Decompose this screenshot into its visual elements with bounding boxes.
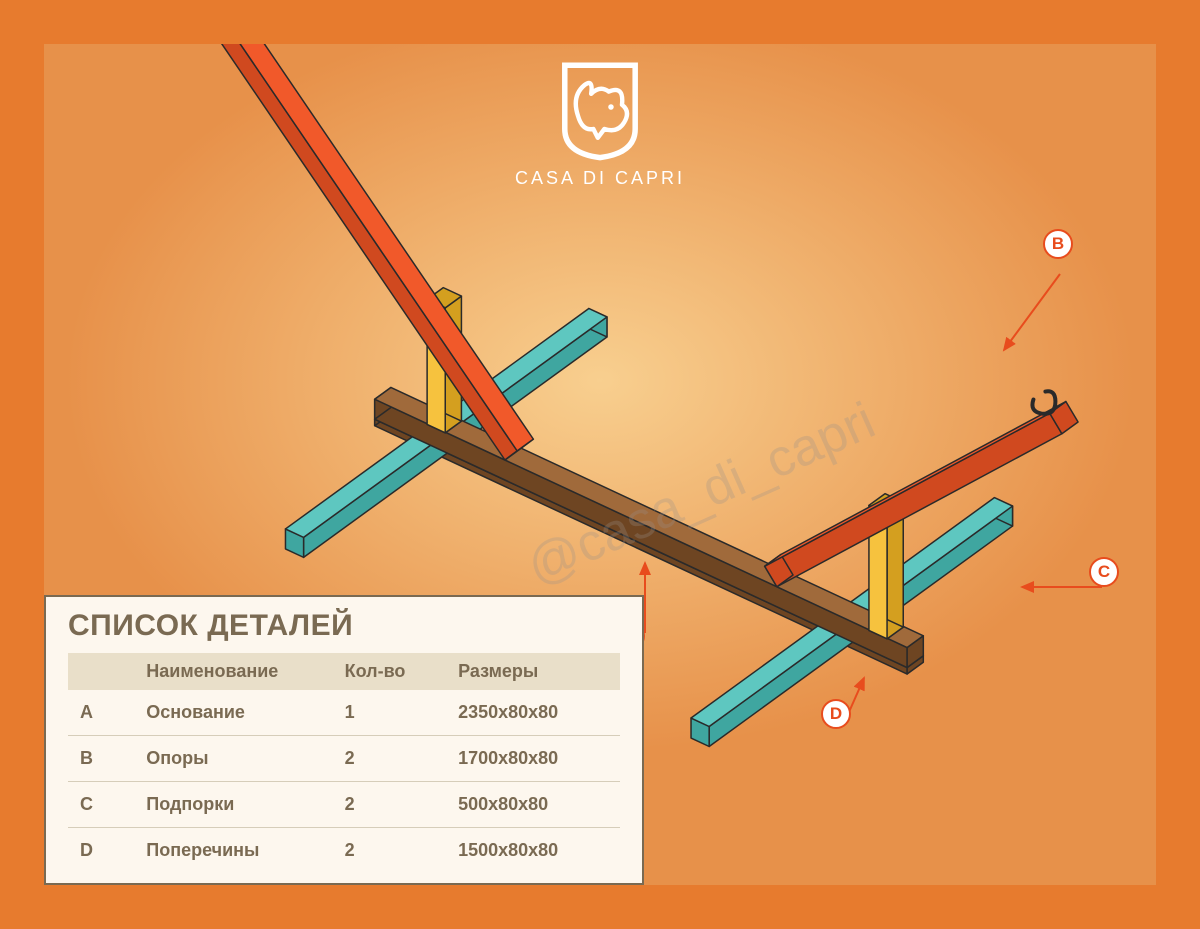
table-col-id [68,653,134,690]
cell-name: Подпорки [134,782,332,828]
cell-qty: 2 [333,736,446,782]
cell-id: A [68,690,134,736]
callout-label: B [1052,234,1064,253]
cell-id: C [68,782,134,828]
table-row: BОпоры21700x80x80 [68,736,620,782]
inner-panel: CASA DI CAPRI @casa_di_capri A B C D СПИ… [44,44,1156,885]
table-col-name: Наименование [134,653,332,690]
callout-badge-d: D [821,699,851,729]
cell-qty: 1 [333,690,446,736]
table-col-qty: Кол-во [333,653,446,690]
table-header-row: НаименованиеКол-воРазмеры [68,653,620,690]
table-row: CПодпорки2500x80x80 [68,782,620,828]
cell-dims: 2350x80x80 [446,690,620,736]
cell-name: Поперечины [134,828,332,874]
parts-table-panel: СПИСОК ДЕТАЛЕЙ НаименованиеКол-воРазмеры… [44,595,644,885]
cell-name: Основание [134,690,332,736]
parts-table-title: СПИСОК ДЕТАЛЕЙ [68,609,620,643]
cell-dims: 500x80x80 [446,782,620,828]
callout-label: D [830,704,842,723]
table-col-dims: Размеры [446,653,620,690]
cell-id: D [68,828,134,874]
callout-badge-b: B [1043,229,1073,259]
cell-name: Опоры [134,736,332,782]
cell-id: B [68,736,134,782]
page-canvas: CASA DI CAPRI @casa_di_capri A B C D СПИ… [0,0,1200,929]
parts-table: НаименованиеКол-воРазмеры AОснование1235… [68,653,620,873]
cell-qty: 2 [333,782,446,828]
callout-badge-c: C [1089,557,1119,587]
cell-qty: 2 [333,828,446,874]
cell-dims: 1700x80x80 [446,736,620,782]
cell-dims: 1500x80x80 [446,828,620,874]
table-row: DПоперечины21500x80x80 [68,828,620,874]
table-row: AОснование12350x80x80 [68,690,620,736]
callout-label: C [1098,562,1110,581]
